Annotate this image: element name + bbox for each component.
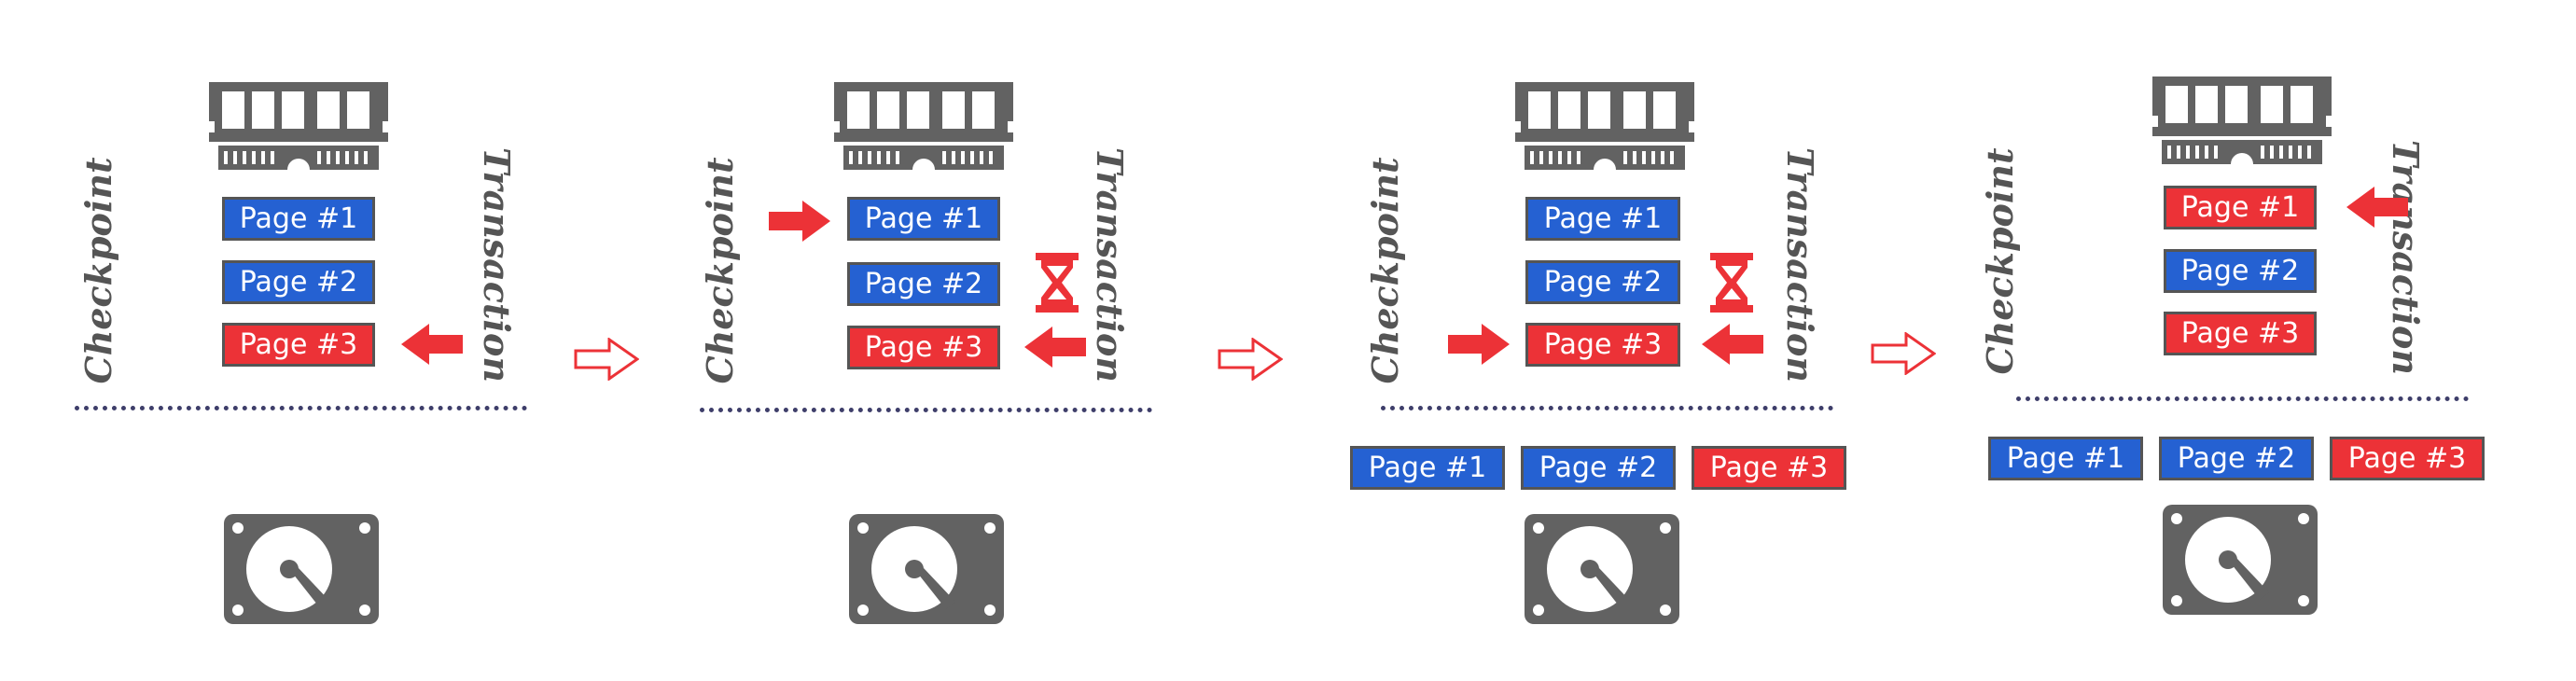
memory-page-2: Page #2 [1525, 260, 1680, 304]
memory-disk-divider [2016, 396, 2469, 401]
red-arrow-icon [2346, 187, 2408, 228]
memory-page-3: Page #3 [2164, 312, 2317, 355]
checkpoint-label: Checkpoint [1979, 147, 2021, 375]
next-step-arrow-icon [574, 338, 639, 381]
transaction-label: Transaction [1089, 147, 1131, 382]
checkpoint-label: Checkpoint [699, 157, 741, 384]
memory-page-1: Page #1 [2164, 186, 2317, 229]
hard-disk-icon [224, 514, 379, 624]
memory-module-icon [2149, 69, 2335, 172]
memory-page-1: Page #1 [1525, 197, 1680, 241]
hard-disk-icon [1525, 514, 1679, 624]
memory-disk-divider [75, 406, 527, 410]
hard-disk-icon [849, 514, 1004, 624]
transaction-label: Transaction [1779, 147, 1821, 382]
next-step-arrow-icon [1871, 332, 1936, 375]
memory-disk-divider [1381, 406, 1833, 410]
step-4-panel: Page #1 Page #2 Page #3 Checkpoint Trans… [1932, 0, 2576, 681]
disk-page-2: Page #2 [1521, 446, 1676, 490]
hourglass-icon [1036, 253, 1079, 313]
red-arrow-icon [1702, 324, 1763, 365]
memory-page-3: Page #3 [847, 326, 1000, 369]
memory-page-3: Page #3 [1525, 323, 1680, 367]
memory-module-icon [830, 75, 1017, 177]
transaction-label: Transaction [476, 147, 518, 382]
red-arrow-icon [769, 201, 830, 242]
step-2-panel: Page #1 Page #2 Page #3 Checkpoint Trans… [644, 0, 1288, 681]
red-arrow-icon [1024, 327, 1086, 368]
memory-page-2: Page #2 [222, 260, 375, 304]
hard-disk-icon [2163, 505, 2318, 615]
memory-page-2: Page #2 [847, 262, 1000, 306]
red-arrow-icon [401, 324, 463, 365]
disk-page-1: Page #1 [1988, 437, 2143, 480]
disk-page-3: Page #3 [1692, 446, 1846, 490]
memory-page-1: Page #1 [847, 197, 1000, 241]
memory-page-2: Page #2 [2164, 249, 2317, 293]
next-step-arrow-icon [1218, 338, 1283, 381]
hourglass-icon [1710, 253, 1753, 313]
red-arrow-icon [1448, 324, 1510, 365]
memory-disk-divider [700, 408, 1152, 412]
step-3-panel: Page #1 Page #2 Page #3 Checkpoint Trans… [1288, 0, 1931, 681]
memory-module-icon [205, 75, 392, 177]
transaction-label: Transaction [2385, 140, 2427, 375]
checkpoint-label: Checkpoint [77, 157, 119, 384]
disk-page-1: Page #1 [1350, 446, 1505, 490]
disk-page-2: Page #2 [2159, 437, 2314, 480]
memory-page-1: Page #1 [222, 197, 375, 241]
disk-page-3: Page #3 [2330, 437, 2485, 480]
memory-module-icon [1511, 75, 1698, 177]
step-1-panel: Page #1 Page #2 Page #3 Checkpoint Trans… [0, 0, 644, 681]
memory-page-3: Page #3 [222, 323, 375, 367]
checkpoint-label: Checkpoint [1364, 157, 1406, 384]
